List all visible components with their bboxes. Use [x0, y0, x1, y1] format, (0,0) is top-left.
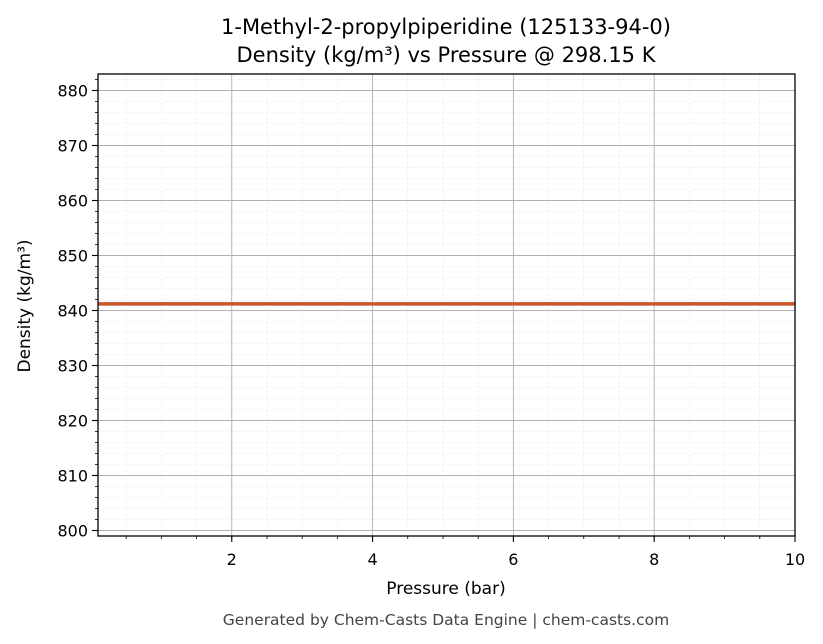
y-tick-label: 840 — [57, 302, 88, 321]
y-tick-label: 870 — [57, 137, 88, 156]
y-tick-label: 880 — [57, 82, 88, 101]
y-tick-label: 820 — [57, 412, 88, 431]
x-axis-label: Pressure (bar) — [386, 579, 505, 599]
y-tick-label: 800 — [57, 522, 88, 541]
chart-title-line2: Density (kg/m³) vs Pressure @ 298.15 K — [236, 43, 656, 67]
y-tick-label: 850 — [57, 247, 88, 266]
y-axis-label: Density (kg/m³) — [15, 239, 35, 372]
plot-frame — [97, 73, 796, 537]
chart-title-line1: 1-Methyl-2-propylpiperidine (125133-94-0… — [221, 15, 671, 39]
x-tick-label: 6 — [508, 550, 518, 569]
y-tick-label: 860 — [57, 192, 88, 211]
y-tick-labels: 800 810 820 830 840 850 860 870 880 — [57, 82, 88, 541]
axis-ticks — [92, 79, 796, 542]
chart-title: 1-Methyl-2-propylpiperidine (125133-94-0… — [221, 15, 671, 67]
x-tick-label: 10 — [785, 550, 805, 569]
x-tick-label: 2 — [227, 550, 237, 569]
y-tick-label: 810 — [57, 467, 88, 486]
x-tick-labels: 2 4 6 8 10 — [227, 550, 806, 569]
x-tick-label: 4 — [367, 550, 377, 569]
footer-credit: Generated by Chem-Casts Data Engine | ch… — [223, 611, 669, 629]
y-tick-label: 830 — [57, 357, 88, 376]
x-tick-label: 8 — [649, 550, 659, 569]
